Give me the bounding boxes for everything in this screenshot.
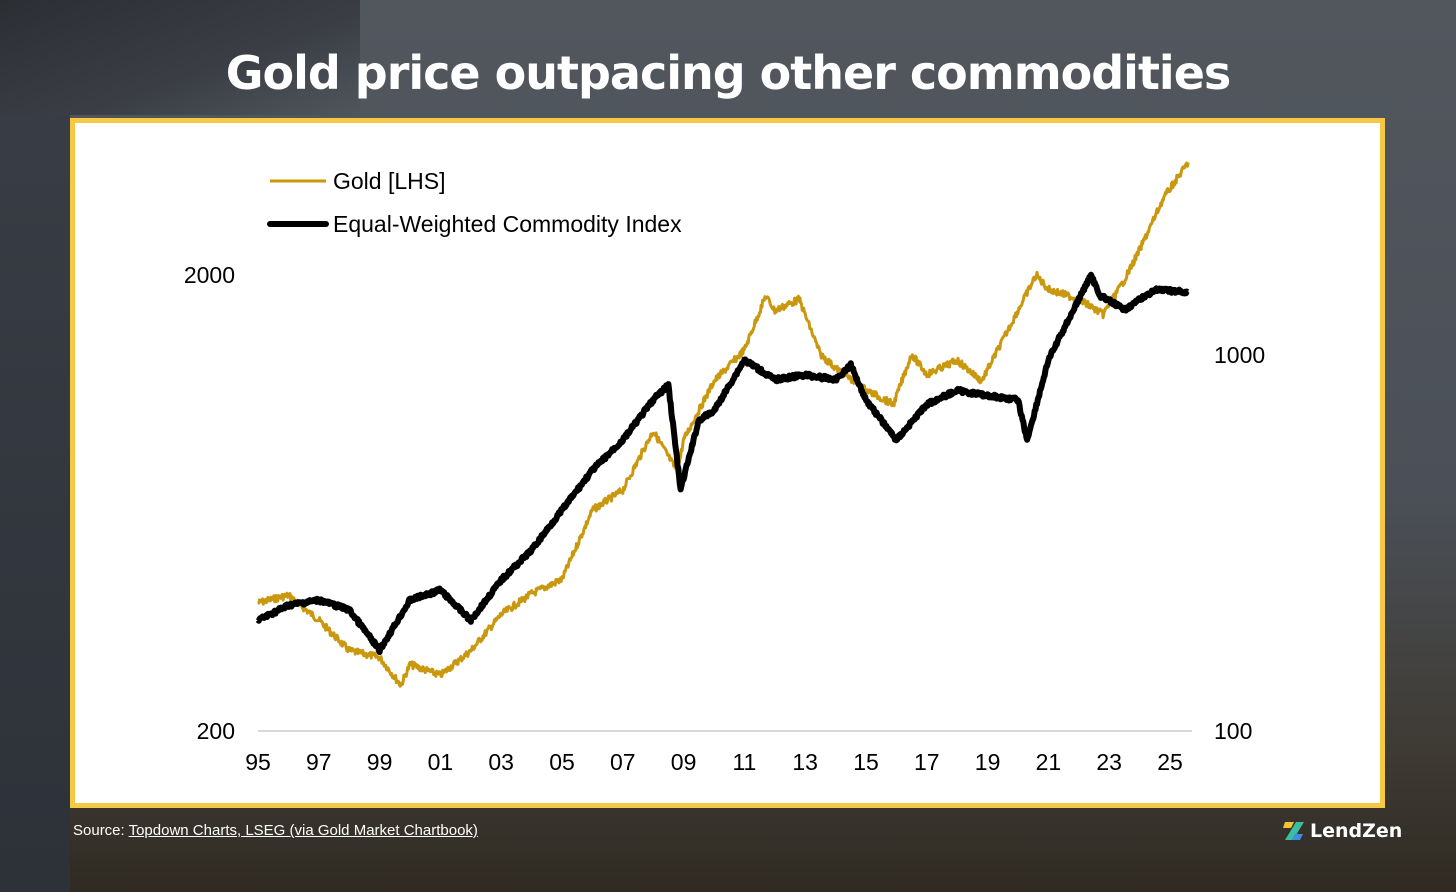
x-tick-label: 09 (671, 749, 697, 775)
chart-frame (70, 118, 1385, 808)
x-tick-label: 13 (792, 749, 818, 775)
x-tick-label: 21 (1036, 749, 1062, 775)
lendzen-logo-icon (1283, 822, 1304, 840)
page-title: Gold price outpacing other commodities (225, 46, 1232, 100)
y-left-tick-label: 2000 (184, 262, 235, 288)
x-tick-label: 25 (1157, 749, 1183, 775)
series-line-commodity-index (255, 271, 1191, 656)
legend: Gold [LHS] Equal-Weighted Commodity Inde… (267, 168, 682, 237)
legend-label-gold: Gold [LHS] (333, 168, 446, 194)
background-roof (0, 0, 360, 115)
source-link[interactable]: Topdown Charts, LSEG (via Gold Market Ch… (128, 822, 478, 839)
x-tick-label: 17 (914, 749, 940, 775)
y-right-tick-label: 1000 (1214, 342, 1265, 368)
legend-label-index: Equal-Weighted Commodity Index (333, 211, 682, 237)
y-right-tick-label: 100 (1214, 718, 1252, 744)
x-tick-label: 07 (610, 749, 636, 775)
y-left-tick-label: 200 (197, 718, 235, 744)
x-tick-label: 19 (975, 749, 1001, 775)
series-line-gold (257, 161, 1190, 688)
source-note: Source: Topdown Charts, LSEG (via Gold M… (73, 822, 478, 839)
x-tick-label: 97 (306, 749, 332, 775)
background-house (0, 0, 70, 892)
x-tick-label: 15 (853, 749, 879, 775)
x-tick-label: 23 (1096, 749, 1122, 775)
x-tick-label: 95 (245, 749, 271, 775)
x-tick-label: 01 (428, 749, 454, 775)
x-tick-label: 03 (488, 749, 514, 775)
source-prefix: Source: (73, 822, 129, 839)
brand-logo: LendZen (1283, 820, 1402, 842)
x-tick-label: 05 (549, 749, 575, 775)
x-tick-label: 99 (367, 749, 393, 775)
brand-name: LendZen (1310, 820, 1403, 842)
x-tick-label: 11 (732, 749, 756, 775)
